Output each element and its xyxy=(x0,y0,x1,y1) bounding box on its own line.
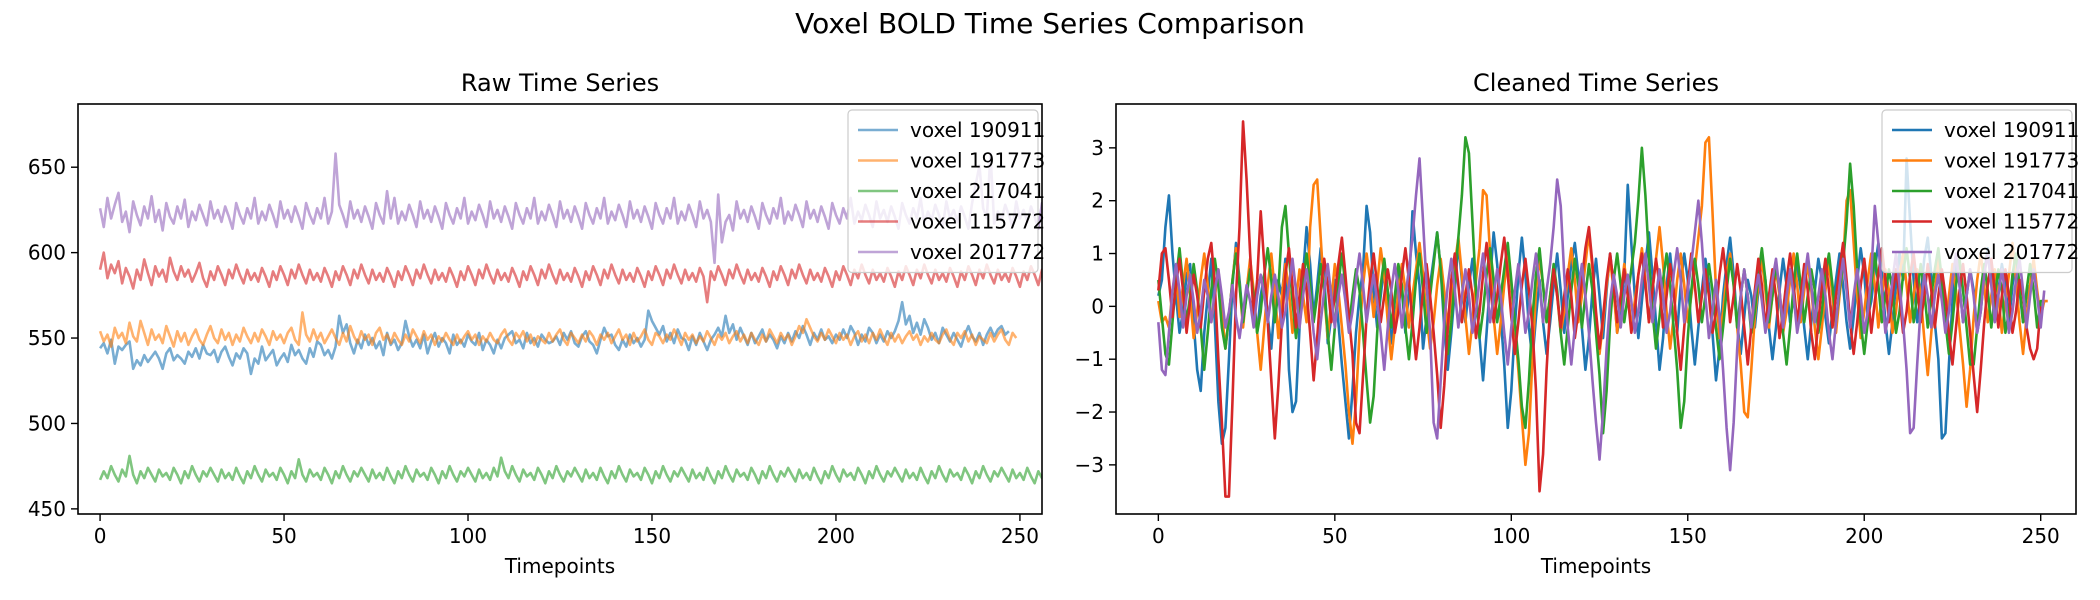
raw-y-tick-label: 500 xyxy=(28,411,66,435)
raw-series-line-2 xyxy=(98,311,1018,348)
cleaned-y-tick-label: 0 xyxy=(1091,294,1104,318)
cleaned-y-tick-label: −1 xyxy=(1075,347,1104,371)
raw-x-axis-label: Timepoints xyxy=(504,554,615,578)
cleaned-y-tick-label: 1 xyxy=(1091,242,1104,266)
cleaned-x-tick-label: 0 xyxy=(1152,524,1165,548)
cleaned-legend-box xyxy=(1881,109,2073,274)
raw-legend: voxel 190911 voxel 191773 voxel 217041 voxe… xyxy=(847,109,1045,274)
cleaned-y-tick-label: −2 xyxy=(1075,400,1104,424)
raw-series-line-4 xyxy=(98,251,1042,304)
raw-x-tick-label: 250 xyxy=(1001,524,1039,548)
cleaned-legend-label-4: voxel 115772 xyxy=(1944,210,2079,234)
cleaned-panel-title: Cleaned Time Series xyxy=(1473,69,1719,97)
raw-legend-label-4: voxel 115772 xyxy=(910,210,1045,234)
raw-legend-label-3: voxel 217041 xyxy=(910,179,1045,203)
raw-time-series-panel: Raw Time Series Timepoints 0 50 100 150 200 2… xyxy=(28,69,1045,578)
raw-legend-label-1: voxel 190911 xyxy=(910,118,1045,142)
raw-panel-title: Raw Time Series xyxy=(461,69,659,97)
cleaned-legend: voxel 190911 voxel 191773 voxel 217041 voxe… xyxy=(1881,109,2079,274)
cleaned-y-tick-label: 2 xyxy=(1091,189,1104,213)
raw-x-tick-label: 0 xyxy=(94,524,107,548)
cleaned-y-tick-label: 3 xyxy=(1091,136,1104,160)
cleaned-x-tick-label: 200 xyxy=(1845,524,1883,548)
cleaned-x-tick-label: 150 xyxy=(1669,524,1707,548)
cleaned-time-series-panel: Cleaned Time Series Timepoints 0 50 100 150… xyxy=(1075,69,2080,578)
raw-x-tick-label: 50 xyxy=(271,524,296,548)
cleaned-legend-label-3: voxel 217041 xyxy=(1944,179,2079,203)
cleaned-axes-frame xyxy=(1115,103,2077,515)
raw-legend-label-2: voxel 191773 xyxy=(910,149,1045,173)
cleaned-x-tick-label: 100 xyxy=(1492,524,1530,548)
raw-x-tick-label: 200 xyxy=(817,524,855,548)
raw-y-tick-label: 550 xyxy=(28,326,66,350)
raw-x-tick-label: 150 xyxy=(633,524,671,548)
raw-y-tick-label: 600 xyxy=(28,241,66,265)
cleaned-x-tick-label: 50 xyxy=(1322,524,1347,548)
raw-x-tick-label: 100 xyxy=(449,524,487,548)
cleaned-legend-label-2: voxel 191773 xyxy=(1944,149,2079,173)
raw-legend-box xyxy=(847,109,1039,274)
figure-suptitle: Voxel BOLD Time Series Comparison xyxy=(795,7,1305,40)
raw-y-tick-label: 450 xyxy=(28,497,66,521)
raw-legend-label-5: voxel 201772 xyxy=(910,240,1045,264)
raw-series-lines xyxy=(98,152,1042,485)
cleaned-y-tick-label: −3 xyxy=(1075,453,1104,477)
raw-series-line-3 xyxy=(98,454,1042,485)
cleaned-legend-label-5: voxel 201772 xyxy=(1944,240,2079,264)
cleaned-legend-label-1: voxel 190911 xyxy=(1944,118,2079,142)
cleaned-x-axis-label: Timepoints xyxy=(1540,554,1651,578)
raw-y-tick-label: 650 xyxy=(28,155,66,179)
raw-axes-frame xyxy=(77,103,1043,515)
cleaned-x-tick-label: 250 xyxy=(2022,524,2060,548)
cleaned-series-line-3 xyxy=(1157,135,2045,435)
